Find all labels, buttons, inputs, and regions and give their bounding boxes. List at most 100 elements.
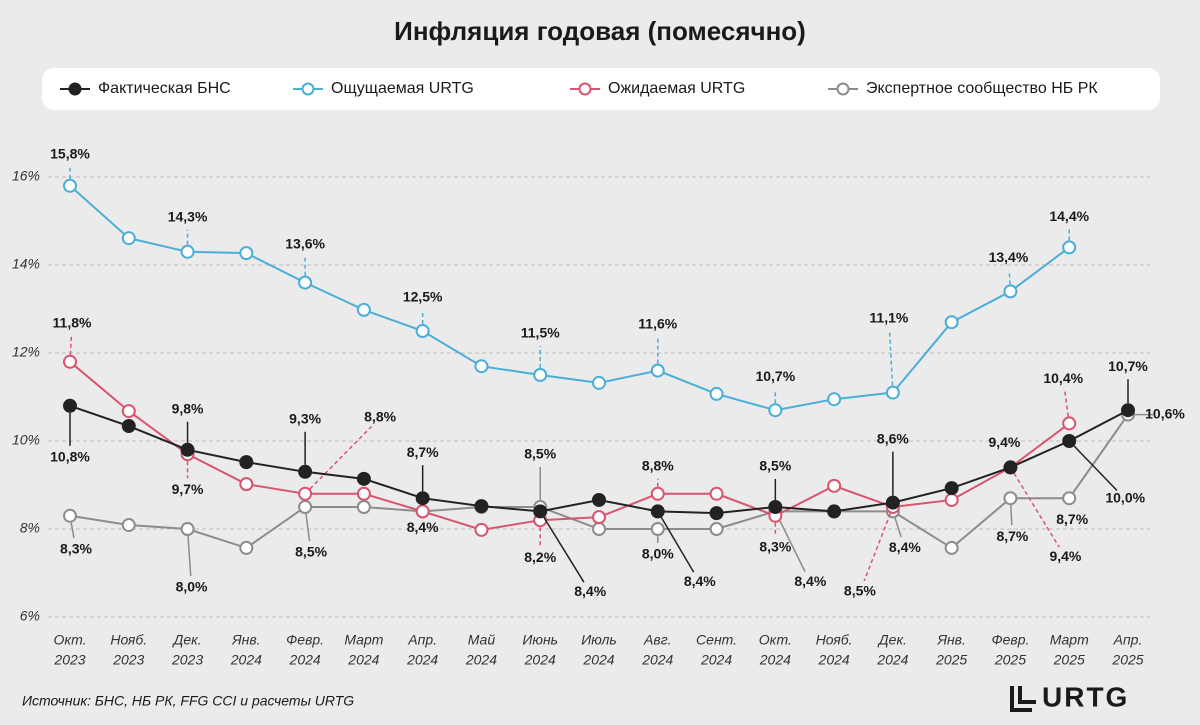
data-label: 8,8%: [364, 409, 396, 425]
label-leader: [309, 425, 373, 490]
data-label: 8,4%: [889, 539, 921, 555]
label-leader: [777, 517, 806, 572]
data-point: [298, 500, 313, 514]
data-point: [1062, 434, 1077, 448]
label-leader: [1008, 270, 1011, 285]
data-point: [709, 486, 724, 501]
label-leader: [863, 513, 892, 582]
data-label: 10,8%: [50, 449, 90, 465]
x-tick-label: 2024: [524, 652, 556, 668]
data-point: [298, 464, 313, 479]
legend-label: Экспертное сообщество НБ РК: [866, 80, 1098, 97]
data-label: 9,3%: [289, 411, 321, 427]
data-label: 8,7%: [407, 444, 439, 460]
data-point: [1003, 284, 1018, 299]
label-leader: [70, 522, 75, 539]
data-point: [415, 491, 430, 506]
x-tick-label: Окт.: [53, 632, 86, 648]
data-label: 10,4%: [1043, 370, 1083, 386]
data-label: 9,7%: [172, 481, 204, 497]
data-point: [239, 477, 254, 492]
data-point: [1003, 491, 1018, 506]
x-tick-label: 2025: [994, 652, 1026, 668]
series: [63, 379, 1135, 583]
data-label: 14,3%: [168, 209, 208, 225]
data-point: [121, 404, 136, 419]
data-label: 9,4%: [1049, 548, 1081, 564]
data-label: 12,5%: [403, 289, 443, 305]
label-leader: [187, 535, 192, 577]
label-leader: [1073, 445, 1118, 491]
y-tick-label: 10%: [12, 432, 40, 448]
data-point: [650, 363, 665, 378]
x-tick-label: Март: [344, 632, 383, 648]
x-tick-label: 2025: [935, 652, 967, 668]
data-point: [239, 246, 254, 261]
data-point: [63, 398, 77, 413]
x-tick-label: 2024: [759, 652, 791, 668]
x-tick-label: Янв.: [231, 632, 260, 648]
y-tick-label: 12%: [12, 344, 40, 360]
x-tick-label: Апр.: [407, 632, 437, 648]
x-tick-label: 2023: [53, 652, 85, 668]
data-point: [944, 492, 959, 507]
data-point: [356, 500, 371, 514]
data-point: [121, 419, 136, 434]
x-tick-label: 2024: [230, 652, 262, 668]
data-label: 10,0%: [1105, 490, 1145, 506]
x-tick-label: 2025: [1111, 652, 1143, 668]
x-tick-label: Февр.: [991, 632, 1029, 648]
label-leader: [1010, 505, 1013, 526]
data-point: [474, 522, 489, 537]
x-tick-label: 2024: [289, 652, 321, 668]
series-line: [69, 185, 1070, 412]
label-leader: [894, 517, 902, 538]
chart-title: Инфляция годовая (помесячно): [394, 16, 806, 46]
data-point: [1062, 416, 1077, 431]
x-tick-label: Дек.: [877, 632, 907, 648]
data-point: [592, 492, 606, 507]
brand-logo: [1010, 686, 1036, 712]
data-point: [944, 540, 959, 555]
data-point: [827, 478, 842, 493]
legend-label: Ожидаемая URTG: [608, 80, 745, 97]
data-point: [121, 518, 136, 533]
x-tick-label: 2024: [818, 652, 850, 668]
data-point: [474, 499, 489, 514]
y-tick-label: 16%: [12, 168, 40, 184]
legend-label: Ощущаемая URTG: [331, 80, 474, 97]
data-label: 9,8%: [172, 401, 204, 417]
label-leader: [543, 516, 585, 583]
data-label: 10,7%: [1108, 358, 1148, 374]
data-label: 8,5%: [524, 446, 556, 462]
data-label: 8,5%: [295, 544, 327, 560]
data-label: 8,7%: [1056, 511, 1088, 527]
x-tick-label: Сент.: [696, 632, 737, 648]
x-tick-label: 2024: [641, 652, 673, 668]
data-point: [592, 510, 606, 525]
x-tick-label: 2024: [700, 652, 732, 668]
data-label: 8,7%: [996, 528, 1028, 544]
data-point: [592, 375, 606, 390]
y-tick-label: 8%: [20, 520, 40, 536]
data-point: [474, 359, 489, 374]
data-label: 8,0%: [642, 546, 674, 562]
label-leader: [305, 513, 311, 542]
x-tick-label: 2023: [112, 652, 144, 668]
y-tick-label: 14%: [12, 256, 40, 272]
x-tick-label: Апр.: [1113, 632, 1143, 648]
label-leader: [888, 330, 894, 386]
data-point: [533, 504, 548, 519]
data-point: [415, 324, 430, 338]
data-point: [356, 471, 371, 486]
data-label: 8,3%: [60, 541, 92, 557]
data-label: 11,8%: [53, 315, 92, 331]
data-point: [63, 178, 77, 193]
x-tick-label: Март: [1050, 632, 1089, 648]
data-label: 13,6%: [285, 235, 325, 251]
legend-label: Фактическая БНС: [98, 80, 231, 97]
x-tick-label: 2025: [1053, 652, 1085, 668]
x-tick-label: Янв.: [936, 632, 965, 648]
data-point: [885, 495, 900, 510]
